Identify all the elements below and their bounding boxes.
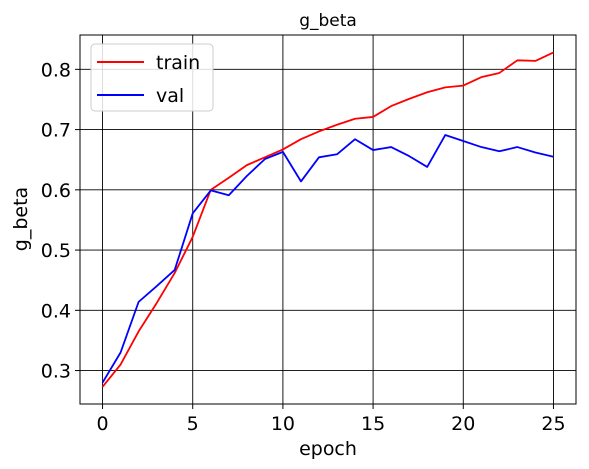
series-lines [101,51,554,388]
x-tick-label: 15 [361,413,385,435]
series-line-val [101,134,554,384]
chart-title: g_beta [299,11,357,31]
x-tick-label: 20 [451,413,475,435]
x-axis-label: epoch [299,438,357,460]
x-tick-label: 25 [541,413,565,435]
y-axis-label: g_beta [10,187,32,251]
x-axis-ticks: 0 5 10 15 20 25 [96,404,566,435]
legend-label-train: train [156,52,200,74]
y-tick-label: 0.3 [41,361,71,383]
y-tick-label: 0.5 [41,240,71,262]
plot-frame [79,34,577,405]
x-tick-label: 10 [271,413,295,435]
y-tick-label: 0.8 [41,59,71,81]
legend: train val [90,43,214,112]
y-tick-label: 0.4 [41,300,71,322]
x-tick-label: 0 [96,413,108,435]
y-tick-label: 0.6 [41,180,71,202]
legend-label-val: val [156,85,184,107]
y-tick-label: 0.7 [41,120,71,142]
x-tick-label: 5 [187,413,199,435]
series-line-train [101,51,554,388]
y-axis-ticks: 0.3 0.4 0.5 0.6 0.7 0.8 [41,59,80,383]
